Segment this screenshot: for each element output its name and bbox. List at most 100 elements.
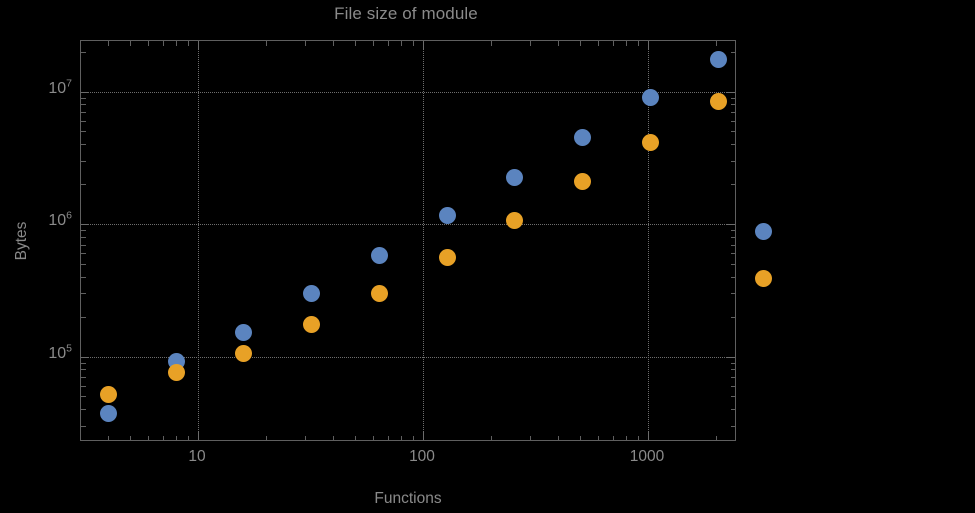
y-tick-minor	[730, 385, 735, 387]
x-tick-minor	[598, 435, 600, 440]
x-tick-minor	[163, 41, 165, 46]
y-tick-minor	[730, 263, 735, 265]
y-tick-minor	[81, 120, 86, 122]
x-tick-minor	[176, 41, 178, 46]
data-point	[235, 344, 253, 362]
data-point	[574, 128, 592, 146]
x-tick-mark	[423, 41, 424, 49]
x-tick-minor	[163, 435, 165, 440]
y-tick-minor	[81, 144, 86, 146]
x-tick-minor	[373, 41, 375, 46]
y-tick-minor	[81, 131, 86, 133]
y-tick-minor	[81, 396, 86, 398]
y-tick-minor	[730, 236, 735, 238]
y-tick-mark	[81, 356, 89, 358]
x-tick-minor	[626, 435, 628, 440]
x-tick-minor	[613, 435, 615, 440]
x-tick-minor	[333, 41, 335, 46]
y-tick-minor	[730, 316, 735, 318]
x-tick-label: 100	[409, 448, 435, 465]
x-tick-minor	[412, 41, 414, 46]
y-tick-label: 106	[10, 209, 72, 230]
y-tick-minor	[81, 263, 86, 265]
x-tick-minor	[265, 435, 267, 440]
y-tick-minor	[730, 396, 735, 398]
x-tick-minor	[580, 435, 582, 440]
y-tick-mark	[727, 356, 735, 358]
y-tick-mark	[81, 91, 89, 93]
x-tick-minor	[148, 435, 150, 440]
data-point	[709, 93, 727, 111]
y-tick-minor	[81, 112, 86, 114]
x-tick-minor	[176, 435, 178, 440]
data-point	[370, 284, 388, 302]
x-tick-minor	[598, 41, 600, 46]
y-tick-minor	[81, 244, 86, 246]
x-tick-minor	[558, 435, 560, 440]
data-point	[235, 323, 253, 341]
y-tick-mantissa: 10	[48, 344, 67, 362]
x-tick-minor	[108, 41, 110, 46]
x-tick-minor	[130, 435, 132, 440]
x-tick-minor	[355, 41, 357, 46]
y-tick-label: 107	[10, 78, 72, 98]
x-tick-label: 10	[188, 448, 206, 465]
data-point	[755, 222, 773, 240]
x-tick-minor	[637, 41, 639, 46]
y-tick-minor	[81, 236, 86, 238]
x-tick-minor	[388, 41, 390, 46]
y-tick-minor	[730, 160, 735, 162]
x-tick-minor	[530, 435, 532, 440]
data-point	[303, 284, 321, 302]
x-tick-minor	[108, 435, 110, 440]
y-tick-minor	[81, 230, 86, 232]
y-tick-minor	[730, 97, 735, 99]
y-tick-mantissa: 10	[48, 212, 67, 229]
x-tick-minor	[187, 41, 189, 46]
y-tick-minor	[730, 112, 735, 114]
y-tick-minor	[730, 377, 735, 379]
y-tick-minor	[730, 230, 735, 232]
x-tick-minor	[558, 41, 560, 46]
y-tick-minor	[730, 244, 735, 246]
y-tick-minor	[730, 51, 735, 53]
y-tick-minor	[81, 362, 86, 364]
x-tick-mark	[423, 432, 424, 440]
x-tick-minor	[305, 41, 307, 46]
y-tick-minor	[730, 369, 735, 371]
y-tick-minor	[81, 160, 86, 162]
y-tick-mark	[727, 224, 735, 225]
gridline-vertical	[648, 41, 649, 440]
y-tick-label: 105	[10, 343, 72, 363]
gridline-vertical	[198, 41, 199, 440]
y-tick-minor	[730, 131, 735, 133]
y-tick-minor	[730, 409, 735, 411]
x-tick-mark	[648, 432, 649, 440]
y-tick-minor	[730, 276, 735, 278]
y-tick-minor	[81, 276, 86, 278]
x-tick-minor	[148, 41, 150, 46]
x-tick-minor	[130, 41, 132, 46]
x-tick-minor	[490, 435, 492, 440]
x-tick-minor	[626, 41, 628, 46]
y-tick-minor	[730, 425, 735, 427]
x-tick-minor	[401, 41, 403, 46]
x-tick-minor	[490, 41, 492, 46]
y-tick-mark	[727, 91, 735, 93]
x-tick-minor	[613, 41, 615, 46]
data-point	[167, 363, 185, 381]
y-tick-exponent: 6	[66, 209, 72, 222]
y-tick-minor	[81, 369, 86, 371]
page-title: File size of module	[334, 4, 478, 23]
data-point	[506, 168, 524, 186]
x-tick-mark	[648, 41, 649, 49]
x-tick-minor	[355, 435, 357, 440]
data-point	[641, 133, 659, 151]
y-tick-minor	[81, 409, 86, 411]
x-tick-minor	[305, 435, 307, 440]
x-tick-mark	[198, 41, 199, 49]
gridline-horizontal	[81, 356, 735, 358]
data-point	[303, 315, 321, 333]
x-tick-minor	[580, 41, 582, 46]
